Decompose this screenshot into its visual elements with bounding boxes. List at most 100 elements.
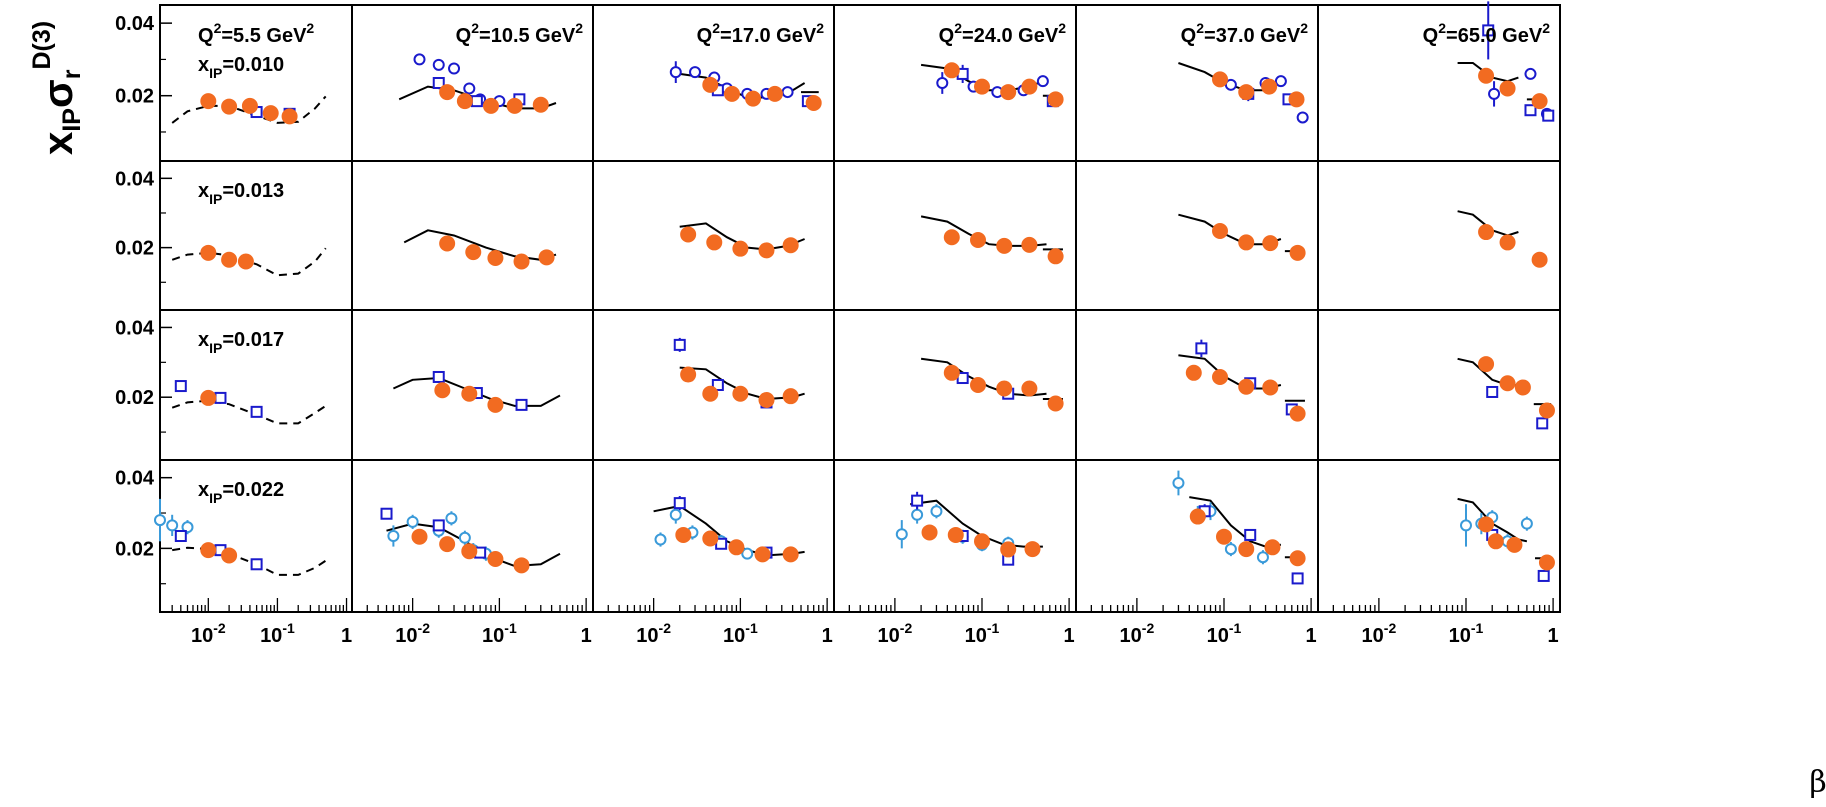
point-orange	[281, 108, 298, 125]
point-light-circle	[154, 514, 166, 527]
panel-frame	[1075, 309, 1319, 461]
point-blue-circle	[689, 66, 702, 79]
point-orange	[1288, 91, 1305, 108]
point-blue-square	[174, 530, 187, 542]
point-orange	[947, 526, 964, 543]
panel-frame	[351, 309, 594, 461]
x-tick-label: 1	[822, 625, 833, 647]
point-blue-circle	[1488, 87, 1501, 100]
point-light-circle	[1172, 476, 1185, 489]
panel-r3-c5	[1075, 309, 1319, 461]
point-orange	[461, 543, 478, 560]
point-orange	[766, 85, 783, 102]
point-light-circle	[911, 508, 924, 521]
point-orange	[1238, 84, 1255, 101]
point-orange	[482, 97, 499, 114]
panel-r1-c4: Q2=24.0 GeV2	[833, 4, 1077, 162]
x-tick-label: 10-1	[723, 620, 758, 647]
point-orange	[970, 232, 987, 249]
x-tick-label: 10-1	[965, 620, 1000, 647]
point-orange	[702, 76, 719, 93]
point-light-circle	[387, 530, 400, 542]
point-orange	[456, 93, 473, 110]
point-blue-circle	[413, 53, 426, 66]
point-orange	[1506, 536, 1523, 553]
point-orange	[1499, 80, 1516, 97]
point-orange	[221, 547, 238, 564]
point-blue-circle	[432, 58, 445, 71]
point-orange	[1538, 554, 1555, 571]
point-light-circle	[895, 528, 908, 541]
point-orange	[943, 229, 960, 246]
point-orange	[1478, 67, 1495, 84]
point-orange	[221, 251, 238, 268]
model-curve	[172, 546, 327, 576]
point-orange	[506, 97, 523, 114]
ylabel-x: x	[34, 131, 81, 155]
panel-r4-c3	[592, 459, 835, 613]
point-orange	[973, 533, 990, 550]
point-blue-circle	[1036, 75, 1049, 88]
point-orange	[1538, 402, 1555, 419]
point-blue-circle	[1224, 78, 1237, 91]
point-orange	[758, 392, 775, 408]
point-orange	[532, 96, 549, 113]
point-orange	[487, 396, 504, 413]
q2-label: Q2=37.0 GeV2	[1181, 20, 1309, 47]
point-blue-square	[174, 380, 187, 393]
ylabel-x-sub: IP	[58, 108, 86, 132]
point-orange	[262, 105, 279, 122]
point-blue-circle	[669, 66, 682, 79]
point-orange	[1262, 379, 1279, 396]
ylabel-sigma-sub: r	[58, 69, 86, 79]
point-blue-square	[1482, 24, 1495, 37]
point-orange	[805, 94, 822, 111]
panel-r2-c3	[592, 160, 835, 311]
panel-r4-c4	[833, 459, 1077, 613]
panel-frame	[1317, 160, 1561, 311]
point-light-circle	[1459, 519, 1472, 532]
x-tick-label: 10-2	[395, 620, 430, 647]
x-tick-label: 10-2	[1120, 620, 1155, 647]
point-blue-square	[380, 507, 393, 520]
model-curve	[171, 399, 327, 425]
panel-r3-c6	[1317, 309, 1561, 461]
point-light-circle	[930, 505, 943, 518]
point-orange	[1262, 235, 1279, 252]
y-tick-label: 0.04	[115, 468, 155, 490]
x-tick-label: 10-2	[636, 620, 671, 647]
point-orange	[237, 253, 254, 270]
panel-r3-c3	[592, 309, 835, 461]
point-orange	[1261, 78, 1278, 95]
x-tick-label: 1	[1306, 625, 1317, 647]
x-tick-label: 10-1	[1449, 620, 1484, 647]
point-blue-circle	[781, 86, 794, 99]
point-orange	[1514, 379, 1531, 396]
svg-text:xIPσrD(3): xIPσrD(3)	[28, 21, 86, 155]
x-tick-label: 10-1	[482, 620, 517, 647]
y-axis-title: xIPσrD(3)	[28, 21, 86, 155]
y-tick-label: 0.04	[115, 13, 155, 35]
point-orange	[439, 84, 456, 101]
point-orange	[241, 97, 258, 114]
xip-label: xIP=0.013	[198, 180, 284, 207]
x-tick-labels: 10-2 10-1 1 10-2 10-1 1 10-2 10-1 1 10-2 10-1 1 10-2…	[191, 620, 1559, 647]
point-orange	[1000, 541, 1017, 558]
point-orange	[1289, 405, 1306, 422]
point-orange	[1212, 222, 1229, 239]
point-blue-square	[214, 391, 227, 404]
panel-r1-c6: Q2=65.0 GeV2	[1317, 1, 1561, 162]
point-orange	[200, 93, 217, 110]
point-orange	[943, 364, 960, 381]
point-light-circle	[741, 547, 754, 560]
point-blue-square	[711, 379, 724, 391]
point-orange	[461, 385, 478, 402]
q2-label: Q2=24.0 GeV2	[939, 20, 1067, 47]
point-light-circle	[445, 512, 458, 525]
point-orange	[538, 249, 555, 266]
point-orange	[996, 380, 1013, 397]
point-orange	[675, 526, 692, 543]
point-orange	[1478, 516, 1495, 533]
point-light-circle	[1224, 543, 1237, 556]
point-orange	[1000, 84, 1017, 101]
